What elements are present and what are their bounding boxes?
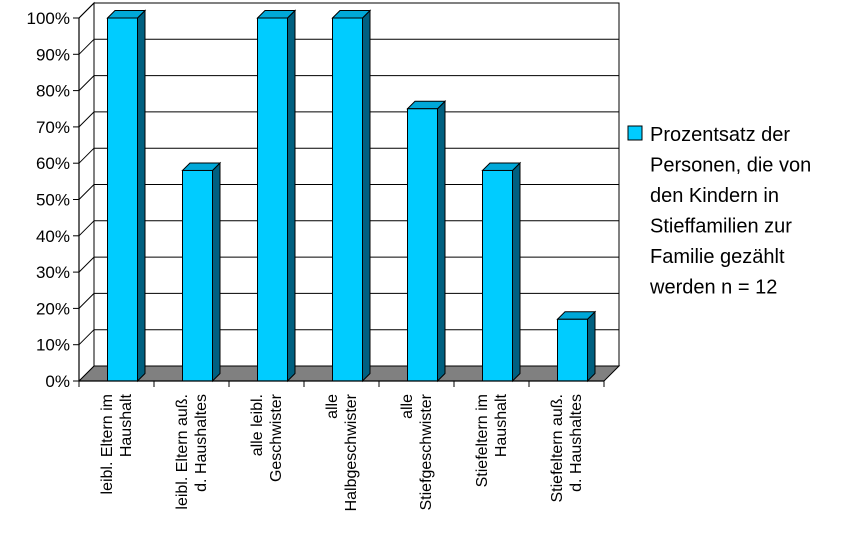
x-category-label: Geschwister [268,393,285,482]
legend-label-line: Familie gezählt [650,246,785,268]
y-tick-label: 60% [36,154,70,173]
gridline-side [78,147,95,164]
y-tick-label: 0% [45,372,70,391]
x-category-label: Stiefgeschwister [418,393,435,510]
x-category-label: alle leibl. [249,394,266,456]
bar-side [287,9,296,383]
x-category-label: Stiefeltern auß. [549,394,566,503]
gridline-side [78,111,95,128]
bar-front [332,17,363,382]
legend-label-line: den Kindern in [650,185,779,207]
bar-side [137,9,146,383]
x-category-label: Haushalt [493,393,510,457]
y-tick-label: 70% [36,118,70,137]
bar-front [107,17,138,382]
gridline-side [78,184,95,200]
legend-label-line: werden n = 12 [649,277,777,299]
legend-label-line: Prozentsatz der [650,124,790,146]
bar [181,161,222,383]
gridline-side [78,329,95,346]
y-tick-label: 40% [36,227,70,246]
x-category-label: leibl. Eltern auß. [174,394,191,510]
bar [481,161,522,383]
gridline-side [78,293,95,309]
x-category-label: alle [324,394,341,419]
bar-side [437,100,446,383]
bar-front [407,108,438,382]
gridline-side [78,38,95,55]
bar-front [257,17,288,382]
gridline-side [78,220,95,237]
bar [331,9,372,383]
legend-label-line: Stieffamilien zur [650,216,792,238]
legend-swatch [627,125,643,141]
legend-label: Prozentsatz der Personen, die von den Kind… [649,124,811,299]
bar-side [512,161,521,383]
x-category-label: Haushalt [118,393,135,457]
bar [106,9,147,383]
x-category-label: Halbgeschwister [343,393,360,511]
legend: Prozentsatz der Personen, die von den Kind… [627,124,811,299]
bar-front [182,169,213,382]
y-tick-label: 10% [36,336,70,355]
y-axis: 0% 10% 20% 30% 40% 50% 60% 70% 80% 90% 100% [27,9,80,391]
bar [406,100,447,383]
x-axis: leibl. Eltern im Haushalt leibl. Eltern au… [78,380,605,511]
y-tick-label: 20% [36,299,70,318]
bar [556,310,597,383]
y-tick-label: 80% [36,82,70,101]
y-tick-label: 30% [36,263,70,282]
x-category-label: alle [399,394,416,419]
gridline-side [78,75,95,91]
legend-label-line: Personen, die von [650,155,811,177]
bar-side [362,9,371,383]
gridline-side [78,256,95,273]
y-tick-label: 90% [36,45,70,64]
bars [106,9,597,383]
y-tick-label: 100% [27,9,70,28]
bar-front [482,169,513,382]
bar-front [557,318,588,382]
y-tick-label: 50% [36,191,70,210]
bar [256,9,297,383]
gridline-side [78,2,95,19]
x-category-label: Stiefeltern im [474,394,491,487]
x-category-label: d. Haushaltes [568,394,585,492]
bar-side [212,161,221,383]
x-category-label: leibl. Eltern im [99,394,116,494]
bar-side [587,310,596,383]
x-category-label: d. Haushaltes [193,394,210,492]
